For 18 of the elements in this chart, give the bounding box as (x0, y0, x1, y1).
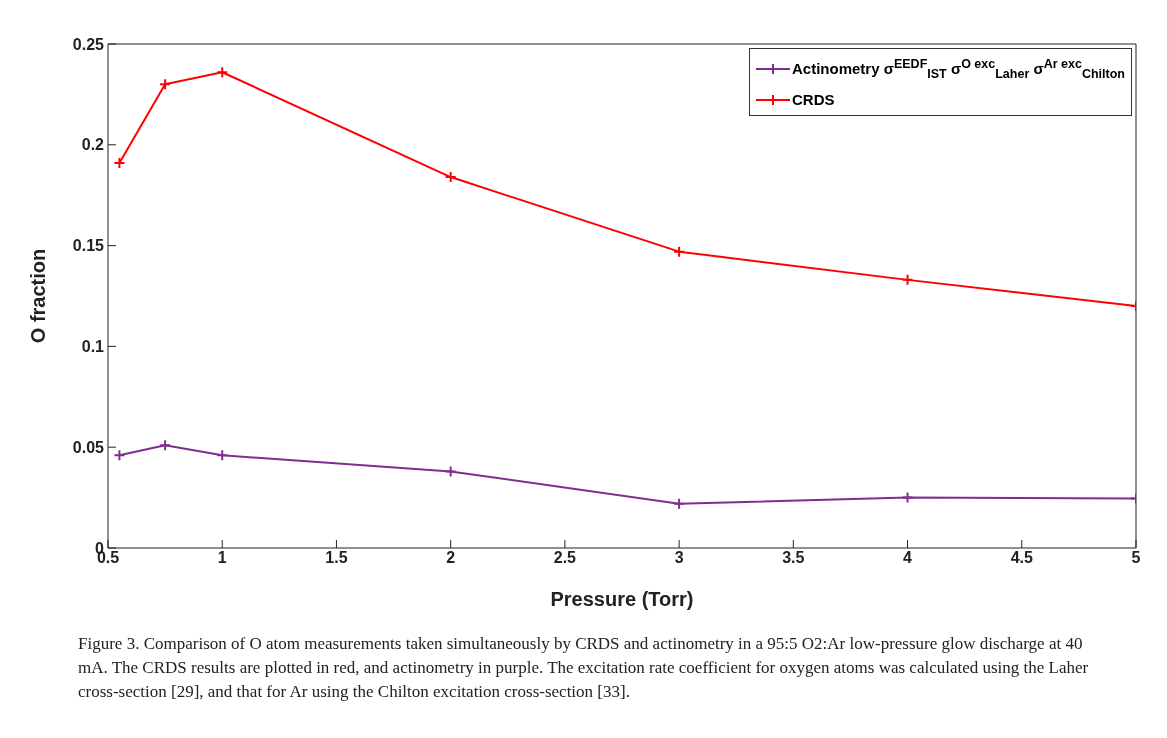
legend-label: CRDS (791, 90, 835, 110)
y-tick-label: 0.15 (72, 237, 105, 255)
x-axis-title: Pressure (Torr) (550, 588, 694, 610)
y-tick-label: 0.2 (81, 136, 105, 154)
x-tick-label: 1.5 (325, 549, 348, 567)
x-tick-label: 3 (674, 549, 684, 567)
x-tick-label: 2 (446, 549, 456, 567)
y-tick-label: 0.1 (81, 338, 105, 356)
x-tick-label: 2.5 (553, 549, 577, 567)
x-tick-label: 4.5 (1010, 549, 1033, 567)
y-axis-title: O fraction (27, 248, 50, 344)
y-tick-label: 0.25 (72, 35, 105, 53)
x-tick-label: 3.5 (782, 549, 805, 567)
x-tick-label: 5 (1131, 549, 1141, 567)
y-tick-label: 0.05 (72, 438, 105, 456)
x-tick-label: 4 (903, 549, 913, 567)
caption: Figure 3. Comparison of O atom measurements taken simultaneously by CRDS and actinometry in a 95:5 O2:Ar low-pressure glow discharge at 40 mA. The CRDS results are plotted in red, and actinometry in purple. The excitation rate coefficient for oxygen atoms was calculated using the Laher cross-section [29], and that for Ar using the Chilton excitation cross-section [33]. (78, 633, 1090, 703)
x-tick-label: 1 (217, 549, 227, 567)
